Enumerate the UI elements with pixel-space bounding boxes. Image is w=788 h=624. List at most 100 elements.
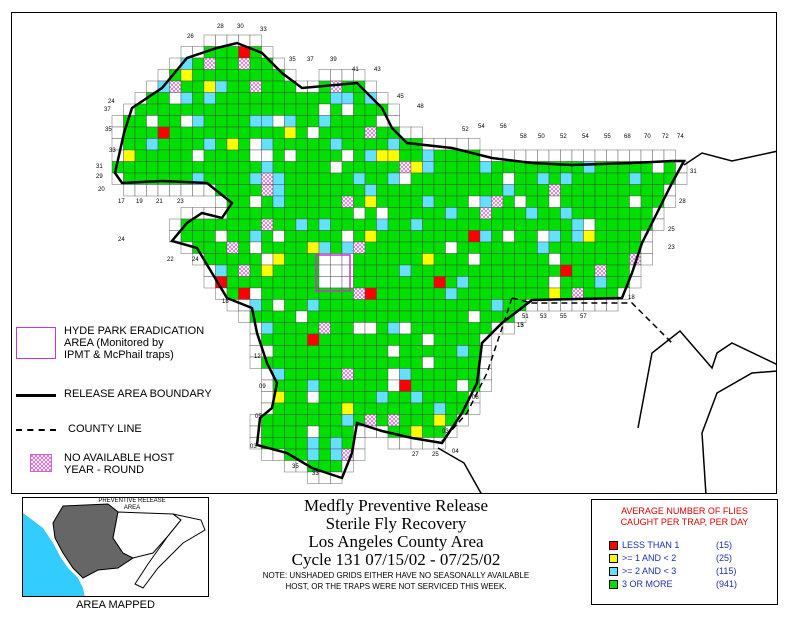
grid-cell [606, 230, 619, 243]
grid-cell [387, 207, 400, 220]
grid-cell [261, 253, 274, 266]
grid-cell [652, 149, 665, 162]
grid-cell [272, 276, 285, 289]
grid-cell [307, 149, 320, 162]
grid-cell [594, 241, 607, 254]
grid-cell [399, 172, 412, 185]
grid-cell [353, 379, 366, 392]
grid-cell [387, 356, 400, 369]
grid-cell [445, 218, 458, 231]
grid-cell [249, 287, 262, 300]
grid-cell [307, 391, 320, 404]
grid-cell [261, 115, 274, 128]
grid-cell [560, 299, 573, 312]
grid-cell [261, 161, 274, 174]
grid-cell [479, 253, 492, 266]
grid-cell [307, 230, 320, 243]
left-grid-label: 29 [96, 174, 103, 180]
bottom-grid-label: 53 [540, 314, 547, 320]
grid-cell [479, 276, 492, 289]
grid-cell [353, 253, 366, 266]
grid-cell [169, 149, 182, 162]
grid-cell [652, 172, 665, 185]
grid-cell [445, 207, 458, 220]
row-label: LESS THAN 1 [622, 540, 680, 550]
grid-cell [249, 218, 262, 231]
grid-cell [456, 379, 469, 392]
grid-cell [399, 310, 412, 323]
grid-cell [180, 92, 193, 105]
grid-cell [491, 241, 504, 254]
grid-cell [353, 402, 366, 415]
grid-cell [422, 356, 435, 369]
grid-cell [571, 218, 584, 231]
grid-cell [537, 207, 550, 220]
grid-cell [192, 138, 205, 151]
grid-cell [341, 310, 354, 323]
grid-cell [295, 218, 308, 231]
grid-cell [433, 322, 446, 335]
grid-cell [318, 448, 331, 461]
grid-cell [629, 218, 642, 231]
bottom-grid-label: 25 [432, 452, 439, 458]
grid-cell [261, 425, 274, 438]
grid-cell [318, 287, 331, 300]
grid-cell [468, 345, 481, 358]
grid-cell [387, 345, 400, 358]
grid-cell [249, 161, 262, 174]
row-count: (941) [716, 579, 738, 589]
grid-cell [583, 218, 596, 231]
grid-cell [376, 264, 389, 277]
grid-cell [330, 126, 343, 139]
grid-cell [330, 195, 343, 208]
grid-cell [387, 322, 400, 335]
grid-cell [134, 149, 147, 162]
grid-cell [261, 322, 274, 335]
grid-cell [284, 103, 297, 116]
grid-cell [410, 391, 423, 404]
grid-cell [376, 287, 389, 300]
fly-legend-row-1-to-2: >= 1 AND < 2 (25) [609, 553, 732, 564]
grid-cell [169, 161, 182, 174]
grid-cell [445, 172, 458, 185]
grid-cell [238, 195, 251, 208]
bottom-grid-label: 04 [452, 449, 459, 455]
grid-cell [330, 184, 343, 197]
grid-cell [341, 218, 354, 231]
grid-cell [261, 126, 274, 139]
grid-cell [433, 276, 446, 289]
grid-cell [571, 253, 584, 266]
grid-cell [456, 368, 469, 381]
grid-cell [261, 69, 274, 82]
grid-cell [249, 92, 262, 105]
grid-cell [410, 368, 423, 381]
grid-cell [261, 195, 274, 208]
grid-cell [353, 149, 366, 162]
grid-cell [387, 184, 400, 197]
grid-cell [376, 402, 389, 415]
grid-cell [215, 253, 228, 266]
grid-cell [238, 310, 251, 323]
grid-cell [157, 92, 170, 105]
grid-cell [192, 149, 205, 162]
grid-cell [560, 184, 573, 197]
grid-cell [525, 172, 538, 185]
grid-cell [272, 80, 285, 93]
grid-cell [307, 310, 320, 323]
grid-cell [238, 115, 251, 128]
row-count: (115) [716, 566, 737, 576]
grid-cell [502, 218, 515, 231]
grid-cell [272, 299, 285, 312]
grid-cell [433, 287, 446, 300]
grid-cell [226, 276, 239, 289]
grid-cell [272, 126, 285, 139]
grid-cell [433, 241, 446, 254]
grid-cell [456, 322, 469, 335]
grid-cell [410, 126, 423, 139]
grid-cell [445, 161, 458, 174]
grid-cell [387, 264, 400, 277]
grid-cell [284, 230, 297, 243]
grid-cell [295, 310, 308, 323]
grid-cell [203, 149, 216, 162]
grid-cell [341, 299, 354, 312]
